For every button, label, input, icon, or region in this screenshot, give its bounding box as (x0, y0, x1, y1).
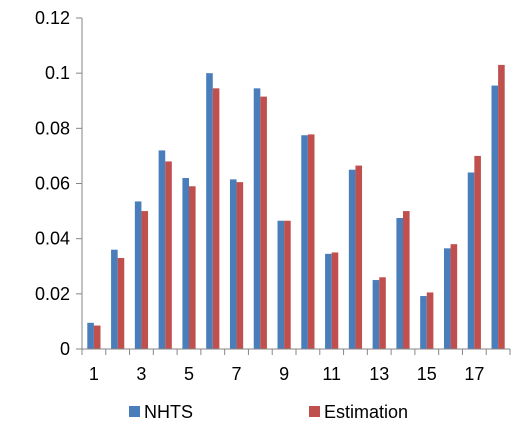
bar-estimation-6 (212, 88, 220, 349)
bar-nhts-10 (301, 135, 308, 349)
bar-estimation-4 (165, 161, 172, 349)
bar-estimation-13 (379, 277, 386, 349)
bar-estimation-17 (474, 155, 481, 349)
bar-estimation-15 (426, 292, 434, 349)
legend-swatch-estimation (309, 406, 320, 417)
bar-nhts-4 (158, 150, 166, 349)
bar-nhts-12 (348, 169, 356, 349)
bar-nhts-16 (443, 248, 451, 349)
y-tick-label: 0.1 (45, 63, 70, 83)
bar-estimation-1 (93, 325, 101, 349)
bar-nhts-11 (325, 253, 332, 349)
bar-nhts-1 (87, 322, 94, 349)
legend-swatch-nhts (129, 406, 140, 417)
bar-estimation-18 (498, 64, 505, 349)
bar-nhts-13 (372, 280, 380, 349)
bar-estimation-3 (141, 211, 149, 349)
legend: NHTS Estimation (129, 402, 408, 422)
x-tick-label: 17 (464, 364, 484, 384)
bar-estimation-9 (284, 220, 291, 349)
bar-nhts-18 (491, 85, 499, 349)
bar-nhts-9 (277, 220, 285, 349)
y-axis-ticks: 0 0.02 0.04 0.06 0.08 0.1 0.12 (35, 8, 82, 359)
bar-nhts-2 (111, 249, 118, 349)
bar-nhts-7 (229, 179, 237, 349)
legend-label-estimation: Estimation (324, 402, 408, 422)
x-tick-label: 9 (279, 364, 289, 384)
x-tick-label: 3 (136, 364, 146, 384)
bar-estimation-10 (307, 134, 315, 349)
bar-estimation-5 (189, 186, 196, 349)
bars-layer (87, 64, 505, 350)
bar-nhts-15 (420, 296, 427, 349)
bar-nhts-17 (467, 172, 475, 349)
bar-nhts-3 (134, 201, 142, 349)
x-tick-label: 15 (417, 364, 437, 384)
bar-estimation-16 (450, 244, 458, 349)
y-tick-label: 0.02 (35, 284, 70, 304)
x-tick-label: 5 (184, 364, 194, 384)
y-tick-label: 0.04 (35, 229, 70, 249)
bar-nhts-6 (206, 73, 213, 350)
bar-estimation-14 (403, 211, 410, 349)
bar-estimation-8 (260, 96, 267, 349)
y-tick-label: 0.08 (35, 118, 70, 138)
x-axis-ticks: 1 3 5 7 9 11 13 15 17 (81, 349, 511, 384)
y-tick-label: 0 (60, 339, 70, 359)
x-tick-label: 1 (89, 364, 99, 384)
y-tick-label: 0.06 (35, 174, 70, 194)
bar-estimation-7 (236, 182, 244, 349)
bar-estimation-11 (331, 252, 339, 349)
x-tick-label: 11 (322, 364, 341, 384)
x-tick-label: 7 (232, 364, 242, 384)
bar-estimation-12 (355, 165, 363, 349)
x-tick-label: 13 (369, 364, 389, 384)
bar-estimation-2 (117, 257, 125, 349)
y-tick-label: 0.12 (35, 8, 70, 28)
bar-nhts-14 (396, 217, 403, 349)
bar-nhts-8 (253, 88, 261, 349)
bar-nhts-5 (182, 177, 189, 349)
legend-label-nhts: NHTS (144, 402, 193, 422)
